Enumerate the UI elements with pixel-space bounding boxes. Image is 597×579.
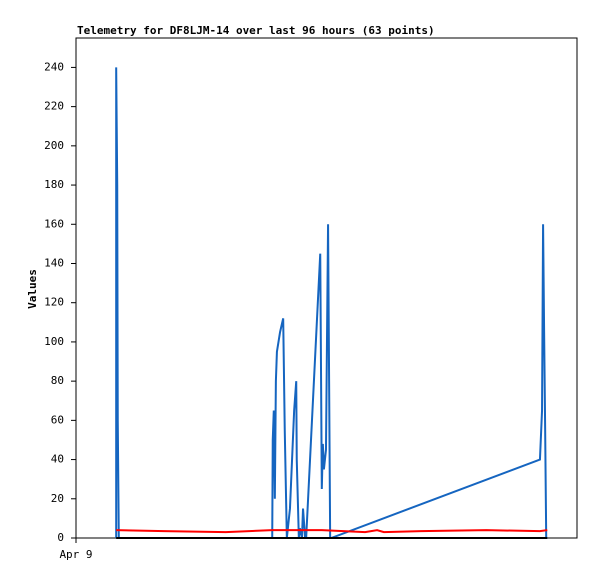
y-tick-label: 120 <box>44 296 64 309</box>
y-tick-label: 180 <box>44 178 64 191</box>
y-tick-label: 60 <box>51 413 64 426</box>
chart-title: Telemetry for DF8LJM-14 over last 96 hou… <box>77 24 435 37</box>
y-tick-label: 140 <box>44 256 64 269</box>
y-tick-label: 220 <box>44 100 64 113</box>
y-tick-label: 100 <box>44 335 64 348</box>
series-line <box>115 67 548 539</box>
y-tick-label: 0 <box>57 531 64 544</box>
series-line <box>116 529 548 534</box>
y-tick-label: 80 <box>51 374 64 387</box>
x-tick-label: Apr 9 <box>59 548 92 561</box>
y-axis-label: Values <box>26 269 39 309</box>
y-tick-label: 40 <box>51 453 64 466</box>
y-tick-label: 20 <box>51 492 64 505</box>
y-tick-label: 160 <box>44 217 64 230</box>
y-tick-label: 200 <box>44 139 64 152</box>
y-tick-label: 240 <box>44 60 64 73</box>
